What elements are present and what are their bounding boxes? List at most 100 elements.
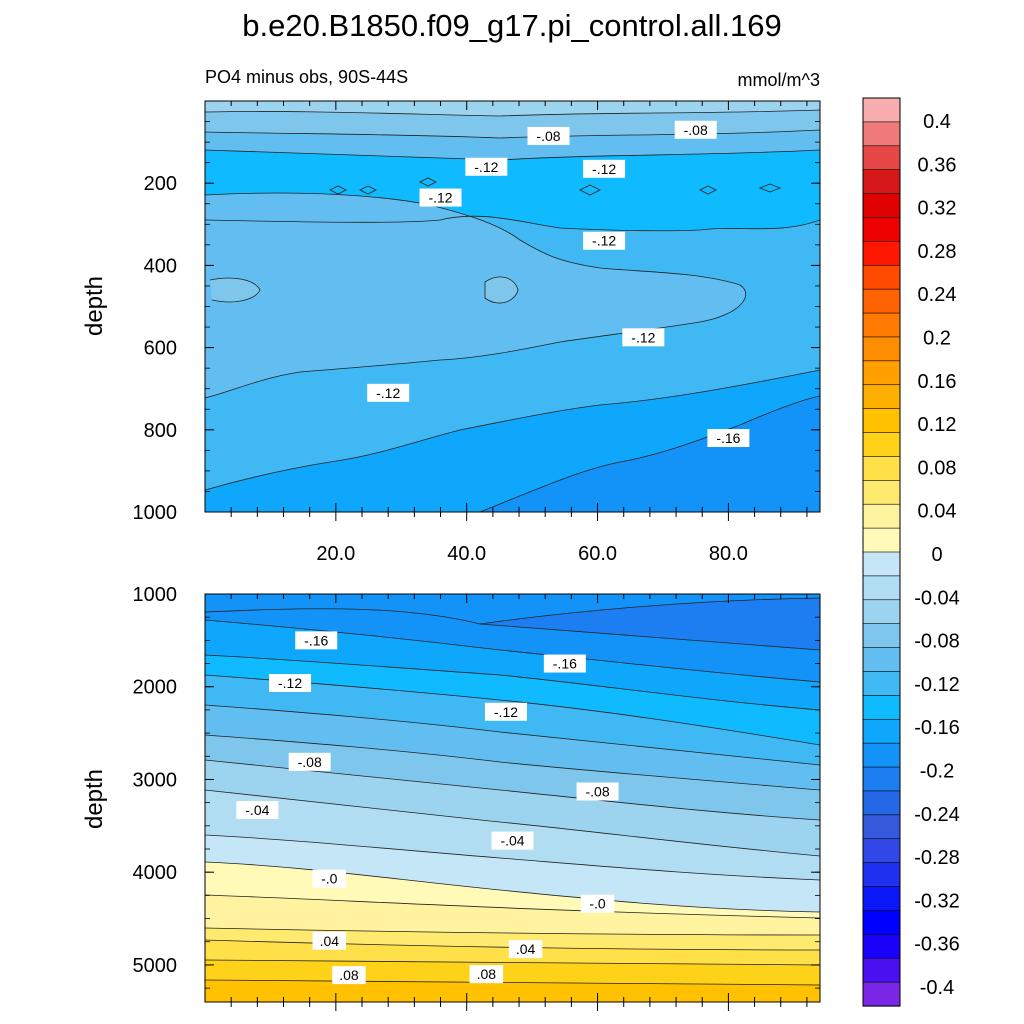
lower-contour-label: .08	[469, 965, 504, 984]
colorbar-swatch	[862, 193, 901, 219]
colorbar-label: 0.24	[918, 284, 957, 306]
colorbar-swatch	[862, 527, 901, 553]
lower-contour-label-bg	[269, 674, 312, 693]
upper-ylabel: depth	[81, 276, 108, 336]
colorbar-swatch	[862, 312, 901, 338]
lower-ytick-label: 1000	[133, 584, 178, 606]
lower-contour-label: -.0	[312, 869, 347, 888]
lower-contour-label: -.12	[269, 674, 312, 693]
colorbar-swatch	[862, 360, 901, 386]
upper-contour-label-text: -.12	[631, 329, 655, 345]
lower-contour-label-bg	[312, 931, 347, 950]
colorbar-label: 0.2	[923, 328, 951, 350]
upper-xtick-label: 40.0	[447, 543, 486, 565]
colorbar-swatch	[862, 886, 901, 912]
colorbar-swatch	[862, 432, 901, 458]
colorbar-swatch	[862, 480, 901, 505]
colorbar-swatch	[862, 718, 901, 744]
lower-contour-label-text: .08	[477, 966, 497, 982]
upper-contour-labels: -.08 -.08 -.12 -.12 -.12 -.12 -.12 -.12 -.16	[367, 120, 750, 448]
colorbar-swatch	[862, 814, 901, 840]
colorbar-label: 0.04	[918, 501, 957, 523]
lower-contour-label: -.16	[543, 654, 586, 673]
lower-contour-label-bg	[491, 831, 534, 850]
upper-contour-label-bg	[707, 429, 750, 448]
colorbar-label: 0.28	[918, 241, 957, 263]
colorbar-swatch	[862, 981, 901, 1007]
colorbar-label: 0.16	[918, 371, 957, 393]
colorbar-swatch	[862, 551, 901, 577]
lower-contour-label-bg	[543, 654, 586, 673]
colorbar-label: -0.12	[914, 674, 960, 696]
lower-contour-label: -.04	[491, 831, 534, 850]
lower-contour-label-text: -.08	[298, 754, 322, 770]
lower-contour-label: -.08	[576, 782, 619, 801]
colorbar-swatch	[862, 384, 901, 410]
upper-ytick-label: 800	[144, 420, 177, 442]
upper-contour-label-bg	[419, 188, 462, 207]
upper-contour-label-bg	[583, 231, 626, 250]
colorbar-label: 0.4	[923, 111, 951, 133]
lower-plot-frame	[204, 593, 821, 1003]
lower-contour-label-bg	[469, 965, 504, 984]
lower-ytick-label: 2000	[133, 677, 178, 699]
lower-contour-label-bg	[332, 966, 366, 985]
colorbar-swatch	[862, 288, 901, 314]
colorbar-label: -0.4	[920, 977, 954, 999]
upper-contour-label: -.12	[367, 383, 410, 402]
upper-contour-label-bg	[674, 120, 717, 139]
colorbar-frame	[862, 97, 901, 1007]
upper-contour-label-bg	[622, 328, 665, 347]
colorbar-swatch	[862, 623, 901, 649]
colorbar-swatch	[862, 503, 901, 529]
colorbar-label: -0.32	[914, 890, 960, 912]
lower-contour-label-text: -.12	[494, 704, 518, 720]
lower-contour-label-bg	[580, 894, 615, 913]
lower-contour-label-text: .08	[339, 967, 359, 983]
upper-xtick-label: 80.0	[709, 543, 748, 565]
lower-contour-label: .08	[332, 966, 366, 985]
subtitle-left: PO4 minus obs, 90S-44S	[205, 67, 408, 87]
upper-xtick-label: 20.0	[316, 543, 355, 565]
colorbar-label: -0.04	[914, 587, 960, 609]
colorbar-swatch	[862, 408, 901, 434]
lower-contour-label-bg	[288, 752, 331, 771]
colorbar-label: 0.36	[918, 154, 957, 176]
colorbar-swatch	[862, 957, 901, 983]
upper-ytick-label: 400	[144, 255, 177, 277]
colorbar-swatch	[862, 97, 901, 123]
lower-contour-label-text: -.04	[500, 833, 524, 849]
lower-contour-label: -.12	[484, 702, 527, 721]
lower-contour-label-text: -.16	[304, 632, 328, 648]
lower-contour-label-text: .04	[516, 941, 536, 957]
colorbar-label: 0.12	[918, 414, 957, 436]
colorbar-swatch	[862, 910, 901, 935]
lower-contour-label: .04	[508, 940, 543, 959]
colorbar-label: 0.08	[918, 457, 957, 479]
upper-contour-label-text: -.08	[684, 122, 708, 138]
colorbar-label: -0.08	[914, 631, 960, 653]
colorbar-swatch	[862, 934, 901, 959]
lower-ytick-label: 5000	[133, 955, 178, 977]
upper-contour-label: -.12	[419, 188, 462, 207]
colorbar-label: 0.32	[918, 198, 957, 220]
colorbar-swatch	[862, 695, 901, 720]
lower-ticks: 1000 2000 3000 4000 5000	[133, 584, 820, 1011]
lower-contour-label: -.08	[288, 752, 331, 771]
upper-contour-label-text: -.12	[376, 385, 400, 401]
lower-contour-label-text: -.12	[278, 675, 302, 691]
upper-contour-label-text: -.08	[536, 128, 560, 144]
lower-panel: 1000 2000 3000 4000 5000 -.16 -.16 -.12 -.12 -.0…	[81, 584, 821, 1011]
lower-contour-label: -.16	[295, 631, 338, 650]
upper-contour-label-bg	[583, 159, 626, 178]
upper-contour-label-bg	[465, 157, 508, 176]
colorbar-label: -0.2	[920, 761, 954, 783]
upper-contour-label-bg	[367, 383, 410, 402]
colorbar-swatch	[862, 838, 901, 864]
colorbar-swatch	[862, 121, 901, 147]
lower-contour-label: .04	[312, 931, 347, 950]
colorbar-swatch	[862, 169, 901, 195]
colorbar-swatch	[862, 647, 901, 673]
colorbar-label: 0	[931, 544, 942, 566]
lower-contour-label-bg	[576, 782, 619, 801]
